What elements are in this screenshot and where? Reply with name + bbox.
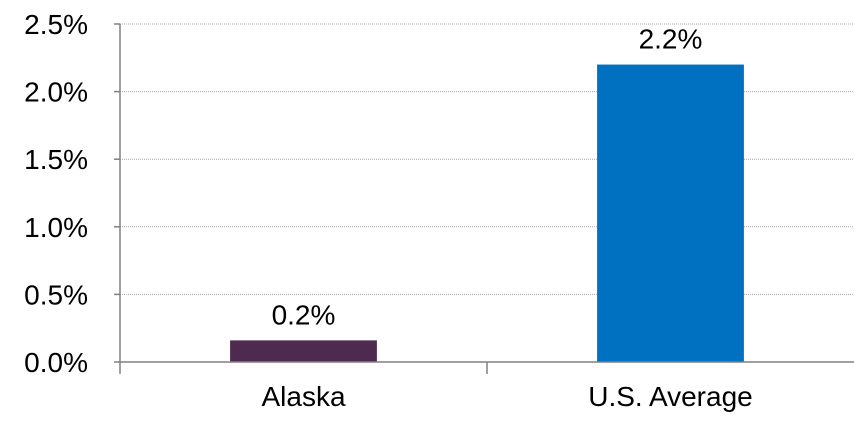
y-tick-label: 0.0% bbox=[24, 347, 88, 378]
y-tick-label: 1.0% bbox=[24, 212, 88, 243]
bar-alaska bbox=[230, 340, 377, 362]
labels: 0.0% 0.5% 1.0% 1.5% 2.0% 2.5% 0.2% Alaska 2.2% U.… bbox=[24, 9, 753, 412]
y-tick-label: 2.0% bbox=[24, 77, 88, 108]
axes bbox=[114, 23, 854, 374]
x-category-label: Alaska bbox=[261, 381, 345, 412]
y-tick-label: 2.5% bbox=[24, 9, 88, 40]
y-tick-label: 1.5% bbox=[24, 144, 88, 175]
bar-u-s-average bbox=[597, 64, 744, 362]
bars bbox=[230, 64, 744, 362]
x-category-label: U.S. Average bbox=[588, 381, 752, 412]
y-tick-label: 0.5% bbox=[24, 279, 88, 310]
data-label: 2.2% bbox=[639, 24, 703, 55]
data-label: 0.2% bbox=[272, 299, 336, 330]
gridlines bbox=[120, 23, 854, 295]
